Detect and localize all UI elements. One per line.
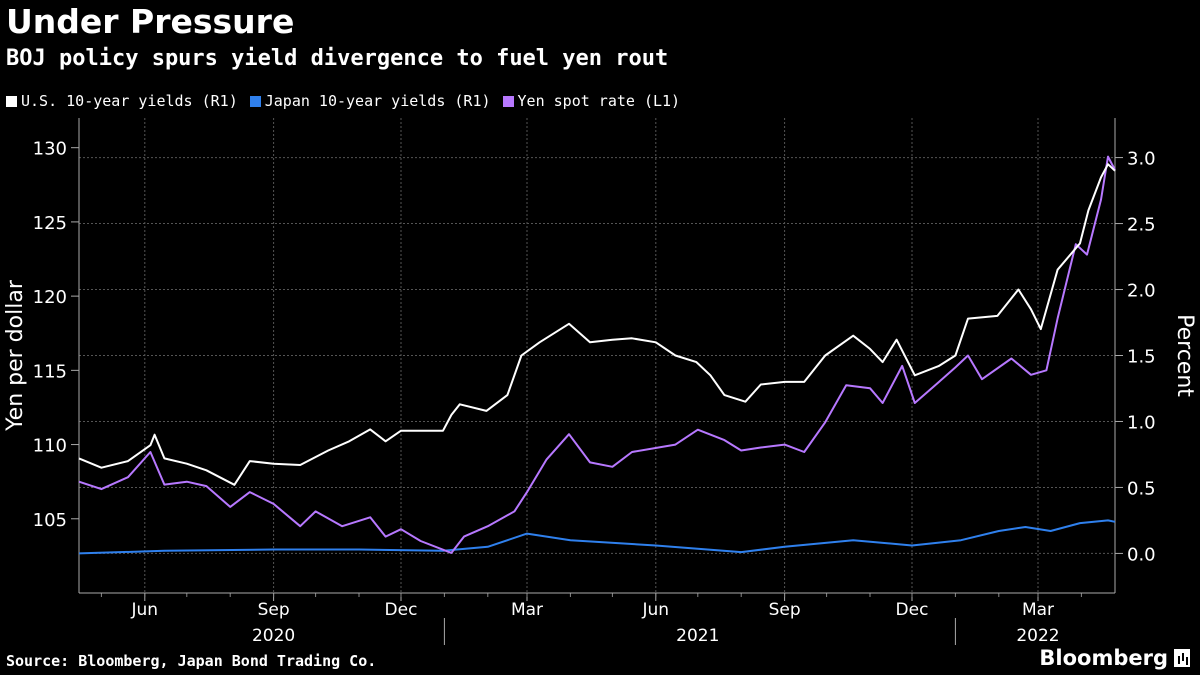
x-tick-label: Dec: [896, 600, 929, 620]
y-left-tick-label: 115: [33, 361, 67, 382]
y-right-tick-label: 1.5: [1127, 347, 1156, 368]
legend-item-japan-yields: Japan 10-year yields (R1): [249, 92, 491, 110]
x-tick-label: Sep: [258, 600, 290, 620]
x-tick-label: Jun: [131, 600, 159, 620]
legend-item-us-yields: U.S. 10-year yields (R1): [6, 92, 238, 110]
y-right-tick-label: 1.0: [1127, 412, 1156, 433]
source-note: Source: Bloomberg, Japan Bond Trading Co…: [6, 652, 377, 670]
chart-title: Under Pressure: [6, 2, 295, 41]
y-left-tick-label: 120: [33, 287, 67, 308]
y-right-tick-label: 0.0: [1127, 544, 1156, 565]
x-tick-label: Jun: [642, 600, 670, 620]
legend: U.S. 10-year yields (R1) Japan 10-year y…: [6, 90, 692, 112]
y-right-tick-label: 2.5: [1127, 215, 1156, 236]
legend-swatch-blue: [249, 95, 261, 107]
x-year-label: 2020: [252, 626, 295, 646]
line-japan-10y-yield: [78, 519, 1116, 555]
chart-subtitle: BOJ policy spurs yield divergence to fue…: [6, 46, 669, 71]
y-left-tick-label: 130: [33, 139, 67, 160]
legend-swatch-purple: [502, 95, 514, 107]
x-tick-label: Sep: [769, 600, 801, 620]
x-tick-label: Mar: [511, 600, 543, 620]
legend-swatch-white: [6, 95, 17, 107]
x-year-label: 2021: [676, 626, 719, 646]
legend-label: Japan 10-year yields (R1): [264, 92, 491, 110]
line-us-10y-yield: [78, 163, 1116, 486]
y-left-tick-label: 125: [33, 213, 67, 234]
y-right-tick-label: 0.5: [1127, 478, 1156, 499]
legend-item-yen-spot: Yen spot rate (L1): [502, 92, 681, 110]
x-tick-label: Mar: [1022, 600, 1054, 620]
y-right-axis-title: Percent: [1172, 314, 1197, 397]
legend-label: U.S. 10-year yields (R1): [21, 92, 238, 110]
x-tick-label: Dec: [385, 600, 418, 620]
y-right-tick-label: 2.0: [1127, 281, 1156, 302]
y-left-tick-label: 110: [33, 436, 67, 457]
brand-logo: Bloomberg: [1039, 646, 1190, 670]
x-year-label: 2022: [1016, 626, 1059, 646]
bloomberg-terminal-icon: [1174, 649, 1190, 667]
y-right-tick-label: 3.0: [1127, 149, 1156, 170]
brand-name: Bloomberg: [1039, 646, 1168, 670]
y-left-axis-title: Yen per dollar: [3, 279, 28, 432]
line-yen-spot-rate: [78, 155, 1116, 554]
legend-label: Yen spot rate (L1): [517, 92, 681, 110]
y-left-tick-label: 105: [33, 510, 67, 531]
